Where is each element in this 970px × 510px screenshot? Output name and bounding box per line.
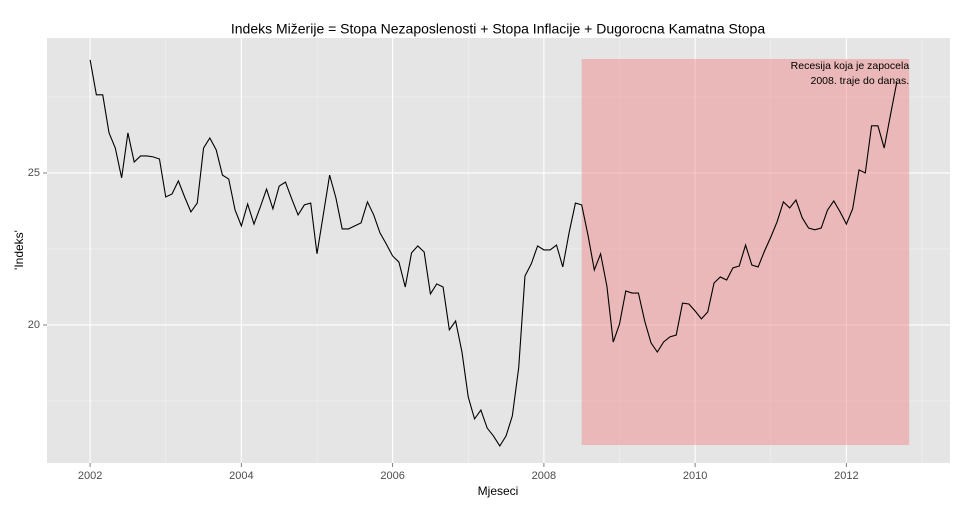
y-tick-label: 25: [28, 167, 40, 179]
x-tick-label: 2010: [683, 470, 707, 482]
x-axis-label: Mjeseci: [478, 484, 519, 498]
annotation: 2008. traje do danas.: [810, 75, 909, 87]
chart-title: Indeks Mižerije = Stopa Nezaposlenosti +…: [231, 21, 765, 37]
x-tick-label: 2006: [380, 470, 404, 482]
x-tick-label: 2012: [834, 470, 858, 482]
recession-shade: [581, 58, 910, 446]
plot-panel: [47, 38, 950, 463]
x-tick-label: 2004: [229, 470, 253, 482]
data-line: [89, 59, 898, 448]
annotation: Recesija koja je zapocela: [791, 60, 910, 72]
x-tick-label: 2002: [78, 470, 102, 482]
y-axis-label: 'Indeks': [12, 230, 26, 270]
y-tick-label: 20: [28, 319, 40, 331]
x-tick-label: 2008: [532, 470, 556, 482]
